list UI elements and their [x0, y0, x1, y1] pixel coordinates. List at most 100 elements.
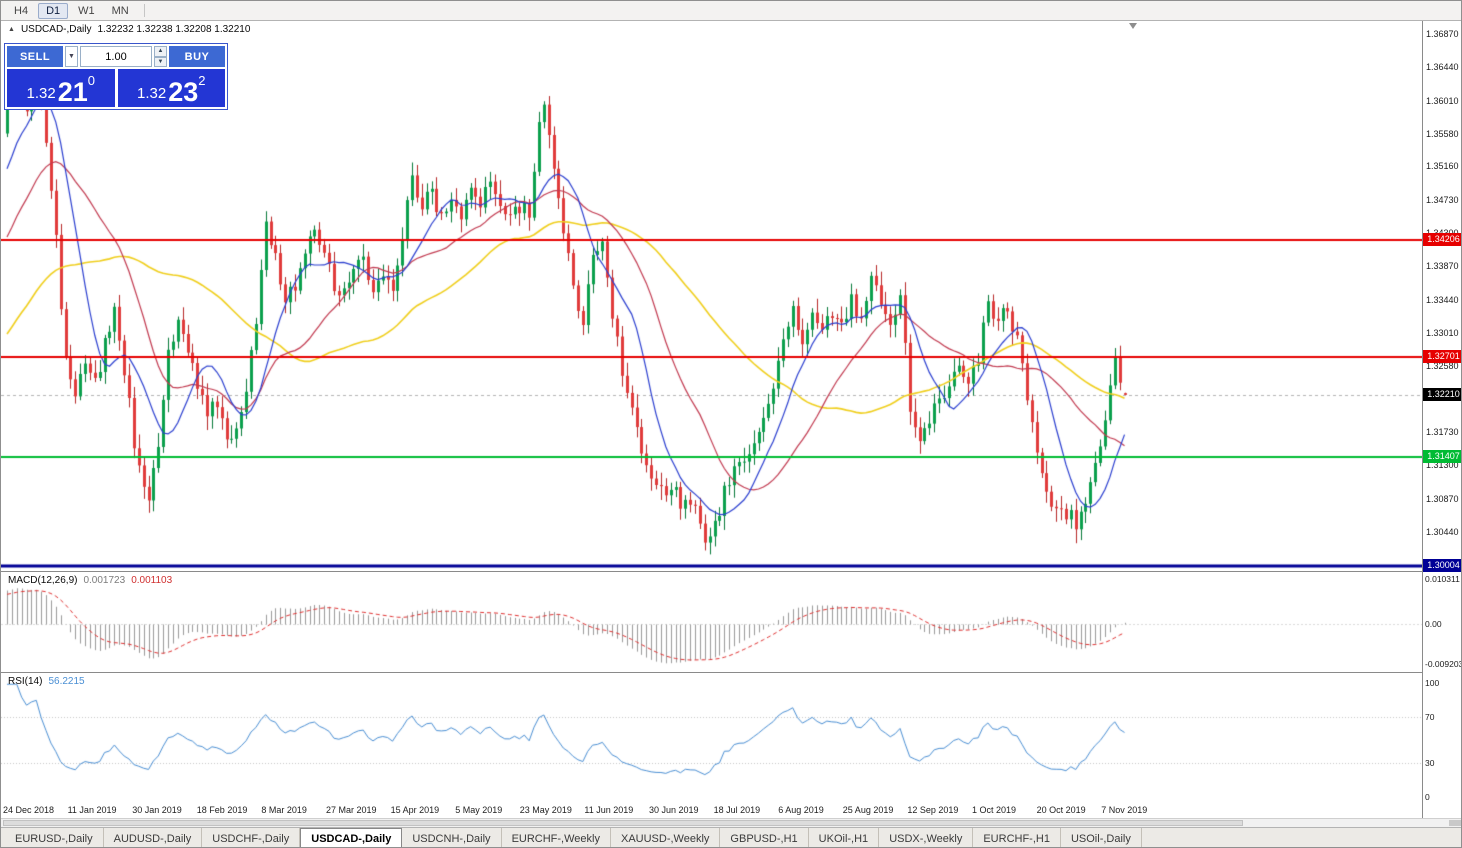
macd-canvas[interactable]: [1, 572, 1422, 672]
macd-main-value: 0.001723: [83, 575, 126, 586]
rsi-scale-label: 30: [1425, 757, 1435, 768]
price-scale-tick: 1.34300: [1426, 228, 1459, 238]
trade-prices-row: 1.32 21 0 1.32 23 2: [7, 69, 225, 107]
ask-price-point: 2: [198, 73, 206, 88]
macd-label: MACD(12,26,9) 0.001723 0.001103: [8, 575, 172, 586]
ask-price-pips: 23: [168, 77, 199, 108]
bid-price-point: 0: [87, 73, 95, 88]
volume-step-down-icon[interactable]: ▼: [154, 56, 167, 67]
macd-scale-label: 0.00: [1425, 619, 1442, 629]
price-scale-tick: 1.30440: [1426, 526, 1459, 537]
horizontal-scrollbar[interactable]: [1, 818, 1461, 827]
macd-signal-value: 0.001103: [131, 575, 173, 586]
price-scale-tick: 1.33440: [1426, 294, 1459, 305]
chart-tab-bar: EURUSD-,Daily AUDUSD-,Daily USDCHF-,Daily U…: [1, 827, 1461, 847]
date-axis-label: 5 May 2019: [455, 805, 503, 815]
panel-separator[interactable]: [1, 571, 1461, 572]
rsi-canvas[interactable]: [1, 673, 1422, 801]
timeframe-button-d1[interactable]: D1: [38, 2, 69, 19]
price-line-badge: 1.32701: [1423, 349, 1461, 363]
price-scale-tick: 1.31730: [1426, 427, 1459, 438]
rsi-scale-label: 0: [1425, 792, 1430, 802]
date-axis-label: 8 Mar 2019: [261, 805, 307, 815]
price-scale-tick: 1.32580: [1426, 361, 1459, 372]
sell-price-button[interactable]: 1.32 21 0: [7, 69, 115, 107]
price-scale-tick: 1.36870: [1426, 29, 1459, 39]
toolbar-separator: [143, 4, 145, 17]
buy-button[interactable]: BUY: [169, 46, 225, 67]
price-scale-tick: 1.31300: [1426, 460, 1459, 471]
date-axis-label: 25 Aug 2019: [842, 805, 894, 815]
volume-dropdown-button[interactable]: ▼: [65, 46, 78, 67]
date-axis-label: 18 Feb 2019: [196, 805, 248, 815]
date-axis-label: 24 Dec 2018: [3, 805, 55, 815]
scrollbar-grip[interactable]: [1449, 820, 1461, 826]
timeframe-toolbar: H4 D1 W1 MN: [1, 1, 1461, 21]
price-scale-tick: 1.36010: [1426, 95, 1459, 106]
tab-xauusd-weekly[interactable]: XAUUSD-,Weekly: [611, 828, 721, 847]
tab-audusd-daily[interactable]: AUDUSD-,Daily: [104, 828, 203, 847]
date-axis-label: 1 Oct 2019: [972, 805, 1017, 815]
macd-name: MACD(12,26,9): [8, 575, 78, 586]
volume-stepper: ▲ ▼: [154, 46, 167, 67]
tab-gbpusd-h1[interactable]: GBPUSD-,H1: [720, 828, 809, 847]
price-scale-tick: 1.33870: [1426, 261, 1459, 272]
date-axis-label: 11 Jan 2019: [67, 805, 117, 815]
panel-separator[interactable]: [1, 672, 1461, 673]
tab-usdx-weekly[interactable]: USDX-,Weekly: [879, 828, 974, 847]
rsi-name: RSI(14): [8, 676, 43, 687]
tab-eurchf-weekly[interactable]: EURCHF-,Weekly: [502, 828, 611, 847]
price-scale-tick: 1.35580: [1426, 128, 1459, 139]
tab-eurusd-daily[interactable]: EURUSD-,Daily: [5, 828, 104, 847]
price-line-badge: 1.30004: [1423, 558, 1461, 572]
tab-eurchf-h1[interactable]: EURCHF-,H1: [973, 828, 1061, 847]
price-chart-panel: ▲ USDCAD-,Daily 1.32232 1.32238 1.32208 …: [1, 21, 1422, 571]
macd-panel: MACD(12,26,9) 0.001723 0.001103: [1, 572, 1422, 672]
bid-price-pips: 21: [57, 77, 88, 108]
rsi-value: 56.2215: [48, 676, 85, 687]
price-scale-column[interactable]: 1.36870 1.36440 1.36010 1.35580 1.35160 1.347…: [1422, 21, 1462, 818]
tab-usdchf-daily[interactable]: USDCHF-,Daily: [202, 828, 301, 847]
date-axis-label: 30 Jun 2019: [649, 805, 699, 815]
date-axis-label: 15 Apr 2019: [390, 805, 440, 815]
date-axis-label: 12 Sep 2019: [907, 805, 959, 815]
price-scale-tick: 1.33010: [1426, 327, 1459, 338]
timeframe-button-w1[interactable]: W1: [78, 4, 95, 17]
rsi-label: RSI(14) 56.2215: [8, 676, 85, 687]
date-axis-label: 20 Oct 2019: [1036, 805, 1086, 815]
chart-shift-marker-icon[interactable]: [1129, 23, 1137, 29]
sell-button[interactable]: SELL: [7, 46, 63, 67]
date-axis-label: 23 May 2019: [519, 805, 572, 815]
symbol-ohlc-header: ▲ USDCAD-,Daily 1.32232 1.32238 1.32208 …: [8, 24, 250, 35]
price-line-badge: 1.34206: [1423, 233, 1461, 247]
date-axis-label: 6 Aug 2019: [778, 805, 824, 815]
price-scale-tick: 1.30870: [1426, 493, 1459, 504]
timeframe-button-h4[interactable]: H4: [14, 4, 29, 17]
volume-step-up-icon[interactable]: ▲: [154, 46, 167, 57]
symbol-title: USDCAD-,Daily: [20, 24, 92, 35]
macd-scale-label: -0.009203: [1425, 659, 1462, 670]
tab-usdcnh-daily[interactable]: USDCNH-,Daily: [402, 828, 502, 847]
symbol-arrow-icon: ▲: [8, 26, 15, 33]
date-axis-label: 27 Mar 2019: [326, 805, 377, 815]
scrollbar-thumb[interactable]: [3, 820, 1243, 826]
buy-price-button[interactable]: 1.32 23 2: [117, 69, 225, 108]
rsi-panel: RSI(14) 56.2215: [1, 673, 1422, 801]
price-scale-tick: 1.34730: [1426, 194, 1459, 205]
rsi-scale-label: 70: [1425, 712, 1435, 723]
chevron-down-icon: ▼: [68, 53, 75, 60]
price-scale-tick: 1.36440: [1426, 62, 1459, 73]
tab-usdcad-daily[interactable]: USDCAD-,Daily: [300, 828, 403, 847]
price-line-badge: 1.31407: [1423, 450, 1461, 464]
tab-ukoil-h1[interactable]: UKOil-,H1: [809, 828, 880, 847]
trade-controls-row: SELL ▼ 1.00 ▲ ▼ BUY: [7, 46, 225, 67]
symbol-ohlc-values: 1.32232 1.32238 1.32208 1.32210: [97, 24, 251, 35]
ask-price-base: 1.32: [137, 85, 167, 102]
price-chart-canvas[interactable]: [1, 21, 1422, 571]
timeframe-button-mn[interactable]: MN: [111, 4, 129, 17]
date-axis[interactable]: 24 Dec 2018 11 Jan 2019 30 Jan 2019 18 Feb …: [1, 801, 1422, 818]
bid-price-base: 1.32: [26, 85, 56, 102]
tab-usoil-daily[interactable]: USOil-,Daily: [1061, 828, 1142, 847]
volume-input[interactable]: 1.00: [80, 46, 152, 67]
rsi-scale-label: 100: [1425, 678, 1440, 688]
